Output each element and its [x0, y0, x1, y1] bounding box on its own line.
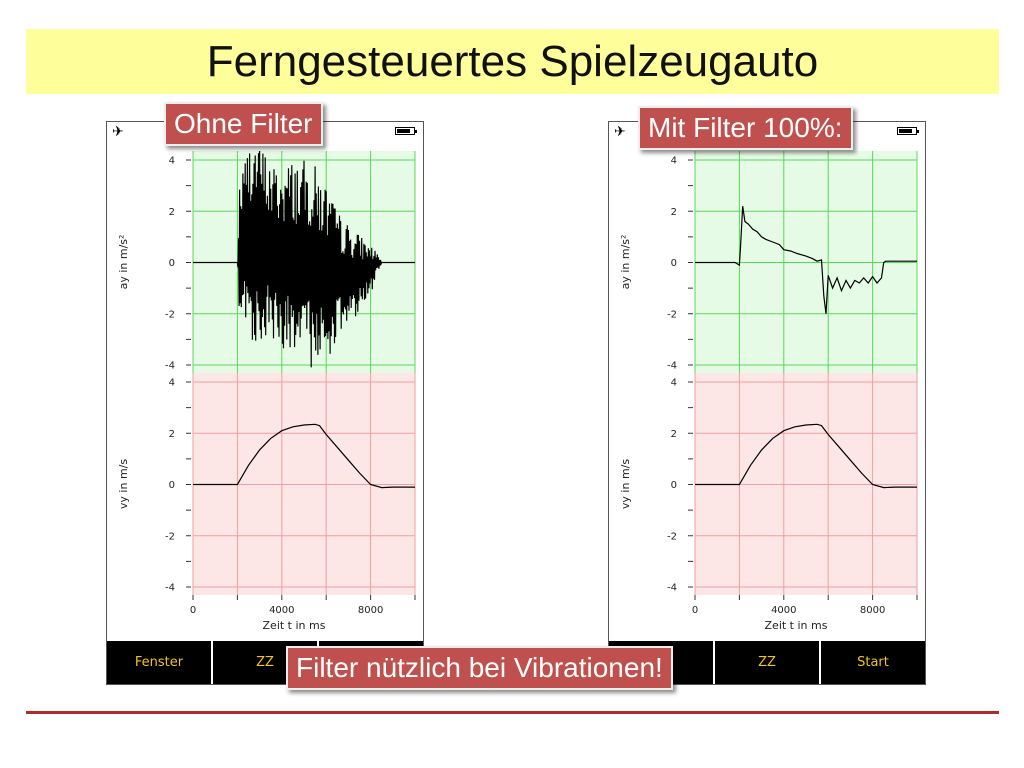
y-tick-label: 4 [169, 156, 175, 167]
tab-zz-right[interactable]: ZZ [713, 641, 819, 684]
phone-screen-right: ✈ -4 -2 0 2 4 ay in m/s² -4 -2 0 2 4 vy in m/s 0 4000… [608, 121, 926, 685]
airplane-icon: ✈ [112, 123, 124, 139]
callout-filter-vibrationen: Filter nützlich bei Vibrationen! [286, 646, 673, 690]
y-tick-label: -4 [165, 361, 175, 372]
y-tick-label: -2 [165, 309, 175, 320]
y-tick-label: -4 [667, 361, 677, 372]
y-axis-label: ay in m/s² [619, 235, 632, 290]
velocity-series-line [193, 423, 415, 489]
acceleration-series-line [695, 206, 917, 314]
tab-fenster[interactable]: Fenster [134, 655, 184, 670]
x-axis-label: Zeit t in ms [765, 619, 828, 632]
callout-mit-filter: Mit Filter 100%: [638, 106, 853, 150]
tab-zz-left[interactable]: ZZ [211, 641, 317, 684]
y-tick-label: 2 [169, 207, 175, 218]
velocity-series-line [695, 423, 917, 489]
y-tick-label: -2 [165, 531, 175, 542]
x-tick-label: 0 [692, 605, 698, 616]
battery-level [397, 129, 410, 133]
airplane-icon: ✈ [614, 123, 626, 139]
y-tick-label: 4 [169, 378, 175, 389]
y-axis-label: ay in m/s² [117, 235, 130, 290]
x-axis-label: Zeit t in ms [263, 619, 326, 632]
battery-icon [395, 127, 417, 135]
y-tick-label: 0 [671, 480, 677, 491]
x-tick-label: 4000 [269, 605, 294, 616]
phone-screen-left: ✈ -4 -2 0 2 4 ay in m/s² -4 -2 0 2 4 vy in m/s 0 4000… [106, 121, 424, 685]
y-tick-label: 2 [169, 429, 175, 440]
tab-start[interactable]: Start [819, 641, 925, 684]
slide-title: Ferngesteuertes Spielzeugauto [206, 37, 819, 86]
y-tick-label: 0 [169, 258, 175, 269]
y-tick-label: -2 [667, 309, 677, 320]
y-tick-label: -4 [667, 583, 677, 594]
chart-left[interactable]: -4 -2 0 2 4 ay in m/s² -4 -2 0 2 4 vy in m/s 0 4000 80… [107, 122, 423, 642]
y-tick-label: 2 [671, 429, 677, 440]
callout-ohne-filter: Ohne Filter [164, 102, 323, 146]
title-bar: Ferngesteuertes Spielzeugauto [26, 29, 999, 94]
y-tick-label: -4 [165, 583, 175, 594]
chart-right[interactable]: -4 -2 0 2 4 ay in m/s² -4 -2 0 2 4 vy in m/s 0 4000 80… [609, 122, 925, 642]
x-tick-label: 8000 [860, 605, 885, 616]
acceleration-series-line [193, 151, 415, 368]
y-tick-label: 4 [671, 156, 677, 167]
x-tick-label: 0 [190, 605, 196, 616]
battery-icon [897, 127, 919, 135]
y-axis-label: vy in m/s [619, 459, 632, 509]
y-axis-label: vy in m/s [117, 459, 130, 509]
battery-level [899, 129, 912, 133]
y-tick-label: 4 [671, 378, 677, 389]
y-tick-label: 2 [671, 207, 677, 218]
y-tick-label: -2 [667, 531, 677, 542]
x-tick-label: 8000 [358, 605, 383, 616]
x-tick-label: 4000 [771, 605, 796, 616]
y-tick-label: 0 [169, 480, 175, 491]
footer-divider [26, 711, 999, 714]
y-tick-label: 0 [671, 258, 677, 269]
